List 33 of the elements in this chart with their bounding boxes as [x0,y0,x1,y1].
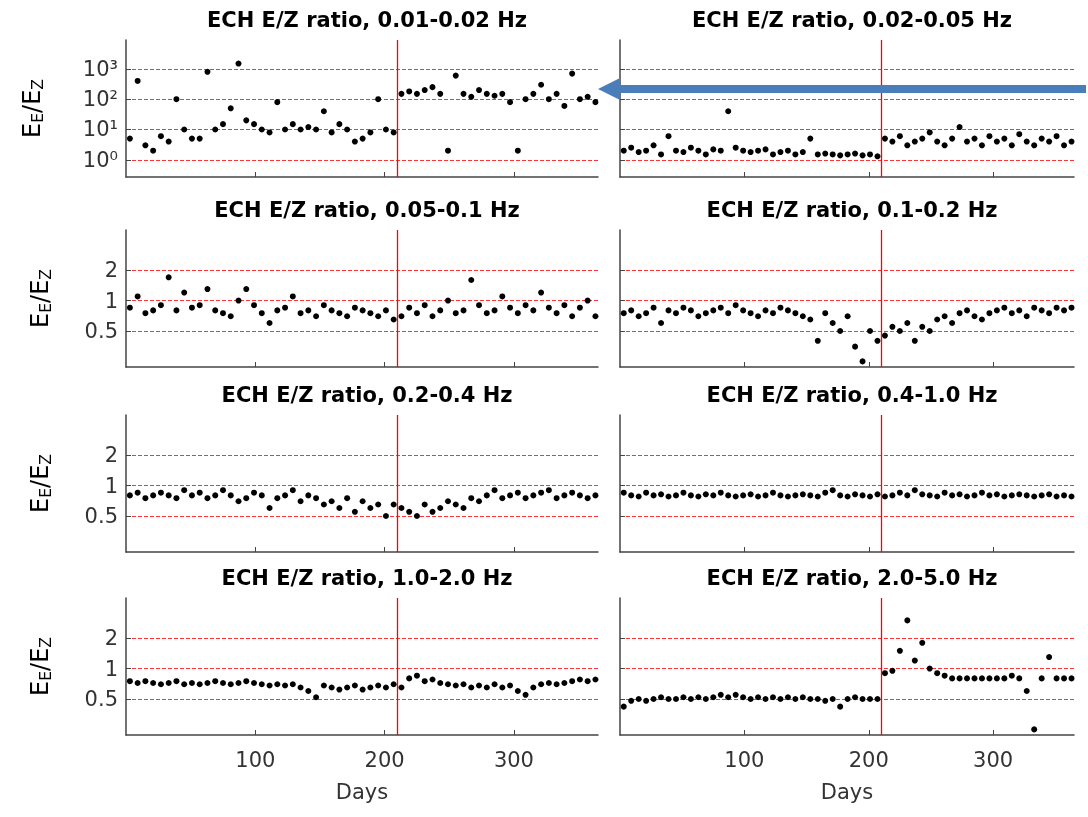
chart-title: ECH E/Z ratio, 0.01-0.02 Hz [206,7,528,32]
y-tick-label: 2 [104,626,118,651]
x-tick-label: 300 [973,747,1014,772]
chart-title: ECH E/Z ratio, 0.4-1.0 Hz [706,382,998,407]
y-tick-label: 1 [104,656,118,681]
chart-title: ECH E/Z ratio, 0.02-0.05 Hz [691,7,1013,32]
y-tick-label: 0.5 [84,318,118,343]
chart-title: ECH E/Z ratio, 0.1-0.2 Hz [706,197,998,222]
x-axis-title: Days [820,779,874,804]
y-axis-title: EE/EZ [26,454,55,513]
x-tick-label: 200 [848,747,889,772]
x-tick-label: 100 [724,747,765,772]
y-tick-label: 2 [104,443,118,468]
x-tick-label: 200 [364,747,405,772]
y-tick-label: 10² [82,87,118,112]
y-tick-label: 10⁰ [82,147,118,172]
y-axis-title: EE/EZ [26,269,55,328]
y-axis-title: EE/EZ [18,79,47,138]
chart-title: ECH E/Z ratio, 0.2-0.4 Hz [221,382,513,407]
x-axis-title: Days [335,779,389,804]
y-tick-label: 0.5 [84,686,118,711]
chart-title: ECH E/Z ratio, 0.05-0.1 Hz [214,197,520,222]
x-tick-label: 300 [493,747,534,772]
x-tick-label: 100 [235,747,276,772]
y-tick-label: 10³ [82,56,118,81]
chart-title: ECH E/Z ratio, 1.0-2.0 Hz [221,565,513,590]
y-tick-label: 2 [104,258,118,283]
y-tick-label: 1 [104,288,118,313]
y-axis-title: EE/EZ [26,637,55,696]
y-tick-label: 1 [104,473,118,498]
y-tick-label: 0.5 [84,503,118,528]
y-tick-label: 10¹ [82,117,118,142]
chart-title: ECH E/Z ratio, 2.0-5.0 Hz [706,565,998,590]
